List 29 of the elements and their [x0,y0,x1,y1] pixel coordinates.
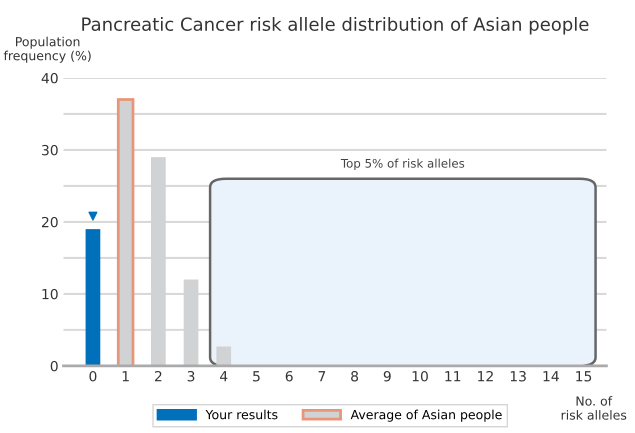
x-tick-label: 12 [478,370,493,382]
y-axis-title: Population frequency (%) [4,36,91,63]
x-tick-label: 4 [220,371,228,382]
bar [216,346,232,366]
x-tick-label: 1 [122,371,129,382]
x-tick-label: 13 [510,370,526,382]
chart-title: Pancreatic Cancer risk allele distribution of Asian people [82,17,588,34]
y-tick-label: 10 [42,288,58,300]
legend-label: Your results [206,410,278,420]
y-tick-label: 0 [50,360,58,372]
y-tick-label: 30 [42,144,58,156]
x-axis-title: No. of risk alleles [562,396,626,420]
legend-label: Average of Asian people [350,410,502,422]
bar [86,229,100,366]
x-tick-label: 7 [318,371,326,382]
x-tick-label: 8 [351,370,358,382]
x-tick-label: 14 [544,371,559,382]
x-tick-label: 0 [89,370,96,382]
x-tick-label: 15 [576,371,592,382]
annotation: Top 5% of risk alleles [340,158,464,170]
x-tick-label: 10 [412,370,428,382]
x-tick-label: 2 [154,370,162,382]
y-tick-label: 40 [42,72,58,84]
x-tick-label: 9 [384,370,391,382]
x-tick-label: 6 [286,370,293,382]
x-tick-label: 11 [445,371,460,382]
x-tick-label: 3 [188,370,194,382]
x-tick-label: 5 [253,371,260,382]
y-tick-label: 20 [42,216,58,228]
